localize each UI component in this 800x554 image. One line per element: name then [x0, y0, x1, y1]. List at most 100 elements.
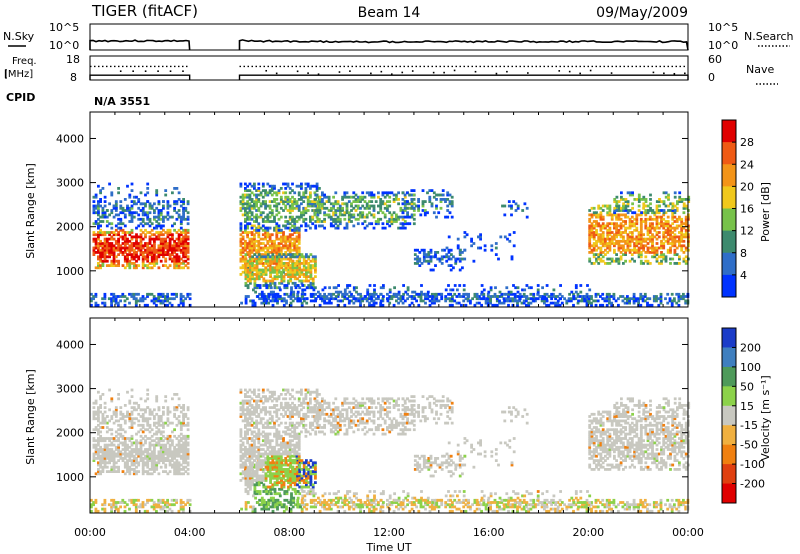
- velocity-cell: [162, 454, 165, 458]
- power-cell: [507, 297, 510, 301]
- power-cell: [626, 235, 630, 239]
- power-cell: [279, 251, 283, 254]
- power-cell: [626, 200, 630, 203]
- power-cell: [179, 295, 183, 298]
- power-cell: [608, 228, 612, 232]
- power-cell: [291, 217, 294, 221]
- power-cell: [175, 248, 179, 252]
- power-cell: [677, 292, 681, 296]
- power-cell: [359, 213, 362, 217]
- power-cell: [356, 222, 360, 226]
- velocity-cell: [177, 450, 181, 454]
- power-cell: [422, 251, 426, 254]
- power-cell: [177, 237, 181, 241]
- power-cell: [325, 301, 329, 305]
- velocity-cell: [184, 412, 188, 416]
- power-cell: [132, 297, 136, 301]
- power-cell: [139, 299, 143, 303]
- power-cell: [134, 297, 138, 301]
- power-cell: [454, 262, 458, 265]
- power-cell: [288, 191, 292, 195]
- power-cell: [381, 226, 385, 230]
- power-cell: [472, 242, 476, 245]
- velocity-cell: [246, 452, 249, 456]
- power-cell: [671, 211, 675, 215]
- velocity-cell: [179, 443, 183, 447]
- power-cell: [289, 275, 293, 278]
- power-cell: [278, 259, 281, 263]
- power-cell: [130, 237, 134, 241]
- power-cell: [309, 193, 312, 197]
- power-cell: [422, 259, 426, 263]
- velocity-cell: [250, 443, 254, 447]
- velocity-cell: [117, 428, 120, 432]
- power-cell: [130, 220, 134, 223]
- velocity-cell: [97, 437, 100, 440]
- power-cell: [108, 202, 111, 206]
- power-cell: [606, 246, 610, 250]
- power-cell: [296, 295, 300, 298]
- velocity-cell: [141, 408, 145, 412]
- velocity-cell: [101, 465, 105, 469]
- power-cell: [255, 239, 258, 243]
- power-cell: [363, 195, 367, 199]
- velocity-cell: [246, 479, 249, 482]
- power-cell: [640, 211, 643, 215]
- power-cell: [480, 303, 483, 307]
- velocity-cell: [135, 443, 138, 447]
- power-cell: [359, 206, 362, 210]
- power-cell: [94, 246, 98, 250]
- power-cell: [277, 246, 281, 250]
- power-cell: [153, 215, 156, 219]
- velocity-cell: [114, 434, 118, 438]
- velocity-cell: [250, 476, 254, 480]
- velocity-cell: [119, 426, 123, 429]
- power-cell: [253, 253, 257, 256]
- power-cell: [153, 226, 156, 230]
- power-cell: [684, 248, 688, 252]
- power-cell: [284, 187, 288, 190]
- power-cell: [628, 239, 632, 243]
- power-cell: [346, 297, 349, 301]
- power-cell: [257, 215, 261, 219]
- power-cell: [291, 237, 294, 241]
- power-cell: [175, 211, 179, 215]
- power-cell: [329, 301, 333, 305]
- velocity-cell: [117, 423, 120, 427]
- power-cell: [297, 251, 301, 254]
- power-cell: [270, 189, 274, 192]
- power-cell: [255, 244, 258, 248]
- power-cell: [374, 222, 378, 226]
- power-cell: [379, 299, 383, 303]
- power-cell: [309, 266, 313, 270]
- power-cell: [94, 193, 98, 197]
- power-cell: [94, 220, 98, 223]
- power-cell: [164, 297, 167, 301]
- power-cell: [284, 195, 288, 199]
- velocity-cell: [94, 426, 98, 429]
- power-cell: [610, 295, 614, 298]
- velocity-cell: [168, 410, 172, 414]
- velocity-cell: [110, 450, 114, 454]
- velocity-cell: [186, 472, 190, 476]
- power-cell: [239, 239, 243, 243]
- power-cell: [388, 204, 392, 208]
- velocity-cell: [155, 412, 159, 416]
- power-cell: [599, 217, 603, 221]
- velocity-cell: [137, 452, 141, 456]
- power-cell: [445, 259, 449, 263]
- power-cell: [334, 222, 338, 226]
- power-cell: [597, 204, 601, 208]
- velocity-cell: [132, 417, 136, 421]
- power-cell: [649, 198, 652, 201]
- power-cell: [633, 242, 636, 245]
- power-cell: [619, 244, 623, 248]
- power-cell: [588, 237, 592, 241]
- power-cell: [146, 303, 149, 307]
- velocity-cell: [128, 472, 132, 476]
- power-cell: [412, 209, 416, 212]
- nave-dropout: [474, 70, 477, 73]
- power-cell: [456, 246, 460, 250]
- power-cell: [103, 248, 107, 252]
- power-cell: [606, 204, 610, 208]
